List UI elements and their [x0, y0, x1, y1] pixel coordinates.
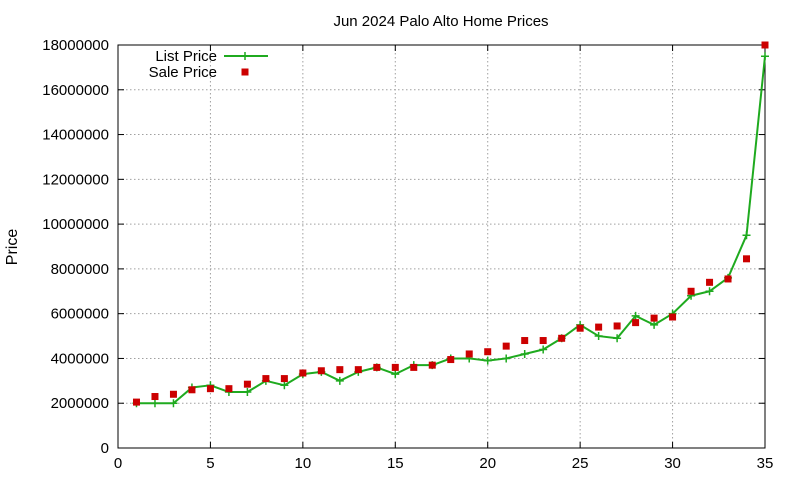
y-tick-label: 10000000 [42, 216, 109, 233]
sale-price-point [447, 356, 455, 364]
sale-price-point [687, 287, 695, 295]
list-price-point [483, 356, 492, 365]
sale-price-point [354, 366, 362, 374]
y-tick-label: 2000000 [51, 395, 109, 412]
legend: List Price Sale Price [149, 48, 268, 81]
sale-price-point [132, 398, 140, 406]
y-tick-label: 18000000 [42, 37, 109, 54]
list-price-point [613, 334, 622, 343]
sale-price-point [632, 319, 640, 327]
list-price-point [650, 320, 659, 329]
sale-price-point [613, 322, 621, 330]
list-price-point [280, 381, 289, 390]
sale-price-point [484, 348, 492, 356]
list-price-point [391, 370, 400, 379]
x-tick-label: 30 [664, 455, 681, 472]
sale-price-point [650, 314, 658, 322]
sale-price-point [336, 366, 344, 374]
sale-price-point [761, 41, 769, 49]
sale-price-point [706, 278, 714, 286]
x-tick-label: 25 [572, 455, 589, 472]
x-tick-label: 35 [757, 455, 774, 472]
x-tick-label: 20 [479, 455, 496, 472]
sale-price-point [521, 337, 529, 345]
sale-price-point [299, 369, 307, 377]
x-tick-label: 0 [114, 455, 122, 472]
sale-price-point [225, 385, 233, 393]
list-price-point [169, 399, 178, 408]
sale-price-point [576, 324, 584, 332]
y-tick-label: 6000000 [51, 306, 109, 323]
sale-price-point [669, 313, 677, 321]
y-tick-label: 4000000 [51, 350, 109, 367]
sale-price-point [151, 393, 159, 401]
sale-price-point [391, 363, 399, 371]
sale-price-point [280, 375, 288, 383]
x-tick-label: 10 [295, 455, 312, 472]
list-price-point [150, 399, 159, 408]
list-price-point [502, 354, 511, 363]
x-tick-label: 5 [206, 455, 214, 472]
sale-price-point [595, 323, 603, 331]
list-price-point [539, 345, 548, 354]
list-price-point [243, 388, 252, 397]
ticks: 0 5 10 15 20 25 30 35 0 2000000 4000000 6000000 8000… [42, 37, 773, 472]
sale-price-point [317, 367, 325, 375]
y-tick-label: 12000000 [42, 171, 109, 188]
legend-marker-list-price [241, 52, 249, 60]
grid [118, 45, 765, 448]
list-price-point [631, 311, 640, 320]
y-tick-label: 16000000 [42, 82, 109, 99]
legend-label-sale-price: Sale Price [149, 64, 217, 81]
y-tick-label: 0 [101, 440, 109, 457]
series [132, 41, 769, 408]
plot-frame [117, 44, 766, 449]
y-axis-label: Price [4, 229, 21, 266]
list-price-point [761, 52, 769, 61]
y-tick-label: 14000000 [42, 127, 109, 144]
sale-price-point [188, 386, 196, 394]
legend-marker-sale-price [241, 68, 249, 76]
list-price-point [335, 376, 344, 385]
chart-title: Jun 2024 Palo Alto Home Prices [333, 13, 548, 30]
sale-price-point [539, 337, 547, 345]
sale-price-point [465, 350, 473, 358]
sale-price-point [243, 380, 251, 388]
y-tick-label: 8000000 [51, 261, 109, 278]
sale-price-point [373, 363, 381, 371]
sale-price-point [558, 334, 566, 342]
x-tick-label: 15 [387, 455, 404, 472]
list-price-point [742, 231, 751, 240]
sale-price-point [410, 363, 418, 371]
sale-price-point [502, 342, 510, 350]
sale-price-point [428, 361, 436, 369]
list-price-point [705, 287, 714, 296]
legend-label-list-price: List Price [155, 48, 217, 65]
sale-price-point [206, 385, 214, 393]
sale-price-point [743, 255, 751, 263]
series-line-list-price [136, 56, 766, 405]
sale-price-point [724, 275, 732, 283]
sale-price-point [262, 375, 270, 383]
sale-price-point [169, 390, 177, 398]
list-price-point [594, 332, 603, 341]
list-price-point [520, 349, 529, 358]
